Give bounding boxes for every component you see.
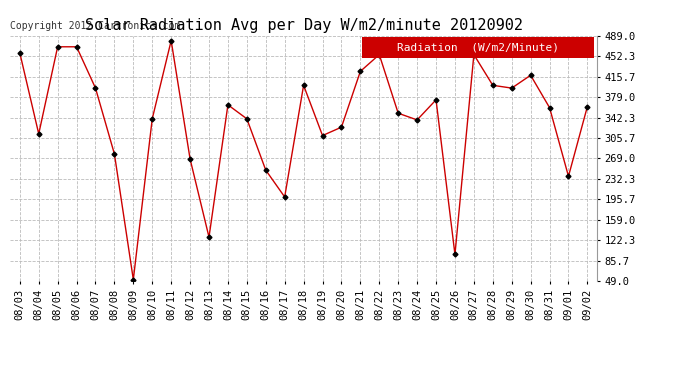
Text: Copyright 2012 Cartronics.com: Copyright 2012 Cartronics.com bbox=[10, 21, 181, 31]
Title: Solar Radiation Avg per Day W/m2/minute 20120902: Solar Radiation Avg per Day W/m2/minute … bbox=[85, 18, 522, 33]
FancyBboxPatch shape bbox=[362, 37, 594, 58]
Text: Radiation  (W/m2/Minute): Radiation (W/m2/Minute) bbox=[397, 42, 559, 52]
